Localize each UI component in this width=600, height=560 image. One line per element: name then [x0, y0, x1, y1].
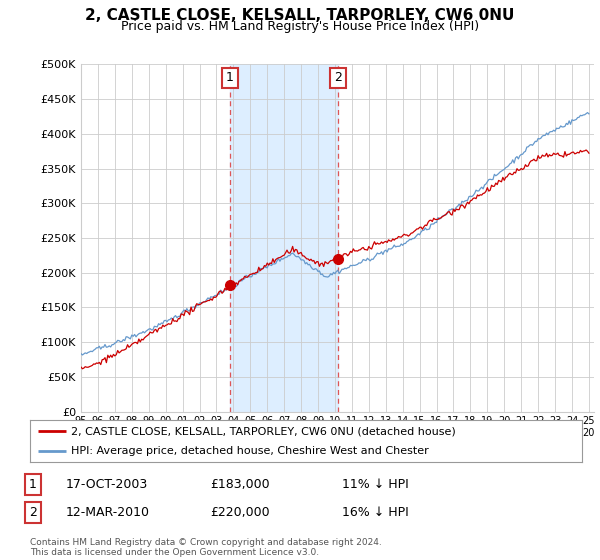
Text: HPI: Average price, detached house, Cheshire West and Chester: HPI: Average price, detached house, Ches…	[71, 446, 429, 456]
Bar	[230, 64, 338, 412]
Text: 1: 1	[226, 71, 234, 85]
Text: £220,000: £220,000	[210, 506, 269, 519]
Text: 2: 2	[334, 71, 342, 85]
Text: 2, CASTLE CLOSE, KELSALL, TARPORLEY, CW6 0NU (detached house): 2, CASTLE CLOSE, KELSALL, TARPORLEY, CW6…	[71, 426, 456, 436]
Text: Price paid vs. HM Land Registry's House Price Index (HPI): Price paid vs. HM Land Registry's House …	[121, 20, 479, 32]
Text: 11% ↓ HPI: 11% ↓ HPI	[342, 478, 409, 491]
Text: 16% ↓ HPI: 16% ↓ HPI	[342, 506, 409, 519]
Text: 12-MAR-2010: 12-MAR-2010	[66, 506, 150, 519]
Text: 1: 1	[29, 478, 37, 491]
Text: 2, CASTLE CLOSE, KELSALL, TARPORLEY, CW6 0NU: 2, CASTLE CLOSE, KELSALL, TARPORLEY, CW6…	[85, 8, 515, 24]
Text: Contains HM Land Registry data © Crown copyright and database right 2024.
This d: Contains HM Land Registry data © Crown c…	[30, 538, 382, 557]
Text: 17-OCT-2003: 17-OCT-2003	[66, 478, 148, 491]
Text: £183,000: £183,000	[210, 478, 269, 491]
Text: 2: 2	[29, 506, 37, 519]
